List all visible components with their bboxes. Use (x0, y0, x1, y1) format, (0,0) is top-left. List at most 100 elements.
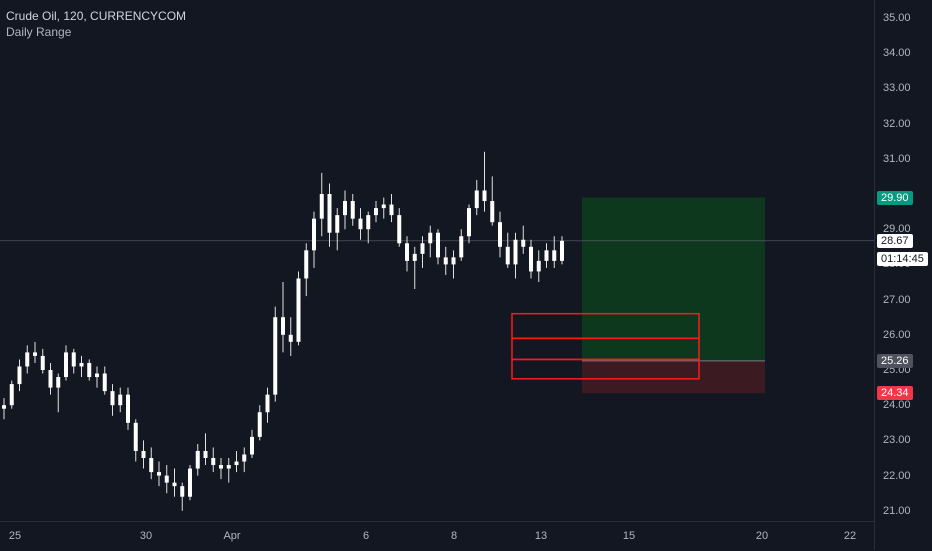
price-tick-label: 26.00 (883, 328, 911, 341)
candle-body (71, 352, 76, 367)
price-tick-label: 32.00 (883, 117, 911, 130)
candle-body (110, 391, 115, 406)
target-price-tag: 29.90 (877, 190, 913, 205)
candle-body (412, 253, 417, 261)
candle-body (226, 465, 231, 469)
candle-body (273, 317, 278, 395)
time-tick-label: 30 (139, 530, 153, 542)
candle-body (343, 201, 347, 216)
candle-body (141, 450, 146, 458)
chart-area[interactable]: Crude Oil, 120, CURRENCYCOM Daily Range (0, 0, 874, 521)
price-tick-label: 35.00 (883, 12, 911, 24)
candle-body (126, 394, 130, 423)
stop-price-tag: 24.34 (877, 386, 913, 401)
time-axis[interactable]: 25 30 Apr 6 8 13 15 20 22 (0, 521, 874, 551)
candle-body (56, 377, 61, 388)
chart-legend: Crude Oil, 120, CURRENCYCOM Daily Range (6, 8, 186, 40)
price-chart[interactable] (0, 0, 874, 521)
price-tick-label: 27.00 (883, 293, 911, 306)
candle-body (64, 352, 68, 378)
candle-body (374, 208, 378, 216)
candle-body (188, 468, 192, 497)
candle-body (211, 458, 216, 466)
candle-body (312, 218, 316, 251)
price-tick-label: 34.00 (883, 47, 911, 60)
candle-body (102, 373, 107, 392)
candle-body (482, 190, 487, 202)
candle-body (265, 394, 270, 413)
candle-body (17, 366, 22, 385)
price-axis[interactable]: 35.0034.0033.0032.0031.0029.0028.0027.00… (874, 0, 932, 550)
candle-body (195, 450, 200, 469)
candle-body (389, 204, 394, 216)
candle-body (366, 215, 371, 230)
price-tick-label: 31.00 (883, 152, 911, 165)
last-price-tag: 28.67 (877, 233, 913, 248)
candle-body (490, 201, 495, 223)
price-tick-label: 21.00 (883, 504, 911, 517)
indicator-label[interactable]: Daily Range (6, 25, 72, 39)
candle-body (327, 194, 332, 233)
candle-body (459, 236, 464, 258)
price-tick-label: 24.00 (883, 399, 911, 412)
candle-body (381, 204, 386, 209)
time-tick-label: 20 (755, 530, 769, 542)
candle-body (304, 250, 309, 279)
candle-body (451, 257, 456, 265)
candle-body (296, 278, 301, 342)
candle-body (443, 257, 448, 265)
candle-body (203, 450, 208, 458)
candle-body (536, 260, 541, 272)
candle-body (560, 240, 564, 261)
candle-body (405, 243, 409, 261)
loss-zone (582, 360, 765, 394)
candle-body (467, 208, 471, 237)
candle-body (2, 405, 6, 409)
candle-body (505, 246, 510, 265)
profit-zone (582, 197, 765, 361)
candle-body (552, 250, 557, 261)
candle-body (498, 222, 502, 247)
time-tick-label: Apr (223, 530, 241, 542)
candle-body (319, 194, 324, 219)
price-tick-label: 23.00 (883, 434, 911, 447)
candle-body (335, 215, 340, 233)
candle-body (436, 232, 440, 258)
candle-body (513, 239, 518, 265)
candle-body (40, 355, 45, 370)
candle-body (397, 215, 402, 244)
candle-body (157, 472, 161, 476)
candle-body (133, 422, 138, 451)
bar-countdown: 01:14:45 (877, 251, 928, 266)
candle-body (172, 482, 177, 487)
candle-body (234, 461, 239, 466)
candle-body (79, 362, 84, 367)
candle-body (358, 218, 363, 230)
candle-body (95, 373, 99, 378)
time-tick-label: 22 (843, 530, 857, 542)
candle-body (242, 454, 247, 462)
candle-body (149, 458, 154, 473)
candle-body (33, 352, 37, 356)
candle-body (48, 370, 53, 388)
candle-body (87, 362, 92, 378)
candle-body (544, 250, 549, 261)
price-tick-label: 33.00 (883, 82, 911, 95)
time-tick-label: 25 (8, 530, 22, 542)
candle-body (474, 190, 479, 209)
price-tick-label: 29.00 (883, 223, 911, 236)
time-tick-label: 15 (622, 530, 636, 542)
candle-body (428, 232, 433, 244)
entry-price-tag: 25.26 (877, 353, 913, 368)
candle-body (250, 436, 254, 455)
candle-body (420, 243, 425, 254)
candle-body (288, 334, 293, 342)
candle-body (9, 384, 14, 406)
price-tick-label: 22.00 (883, 469, 911, 482)
symbol-title[interactable]: Crude Oil, 120, CURRENCYCOM (6, 9, 187, 23)
candle-body (164, 475, 169, 483)
time-tick-label: 13 (534, 530, 548, 542)
candle-body (257, 412, 262, 437)
candle-body (25, 352, 30, 367)
candle-body (281, 317, 285, 335)
